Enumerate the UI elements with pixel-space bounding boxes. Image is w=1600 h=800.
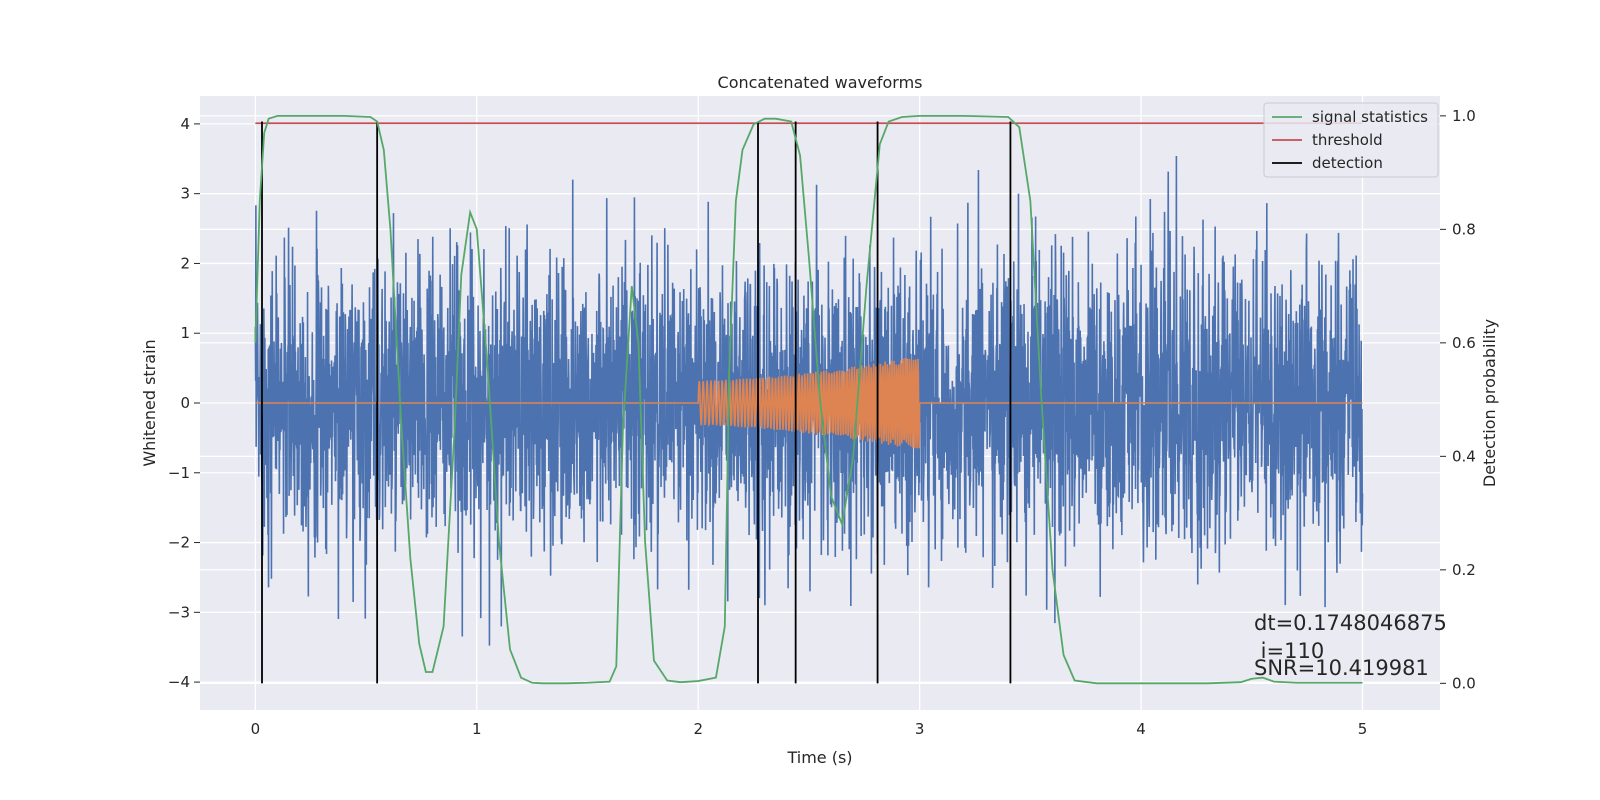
annotation-i: i=110 [1254, 639, 1324, 663]
x-tick-label-5: 5 [1358, 720, 1368, 738]
y-tick-right-label-3: 0.6 [1452, 334, 1476, 352]
y-tick-left-label-4: 0 [180, 394, 190, 412]
y-tick-left-label-5: 1 [180, 324, 190, 342]
y-axis-right: 0.0 0.2 0.4 0.6 0.8 1.0 [1440, 107, 1476, 692]
y-tick-left-label-0: −4 [168, 673, 190, 691]
y-tick-left-label-6: 2 [180, 254, 190, 272]
strain-series-line [254, 155, 1364, 646]
x-tick-label-3: 3 [915, 720, 925, 738]
y-tick-left-label-8: 4 [180, 115, 190, 133]
y-tick-left-label-3: −1 [168, 464, 190, 482]
legend-label-detection: detection [1312, 154, 1383, 172]
injection-series-line [255, 358, 1363, 449]
legend: signal statistics threshold detection [1263, 102, 1439, 178]
legend-box [1263, 102, 1439, 178]
chart-title: Concatenated waveforms [718, 73, 923, 92]
y-axis-right-label: Detection probability [1480, 319, 1499, 487]
y-axis-left: −4 −3 −2 −1 0 1 2 3 4 [168, 115, 200, 691]
y-axis-left-label: Whitened strain [140, 339, 159, 466]
x-axis-label: Time (s) [786, 748, 852, 767]
y-tick-right-label-4: 0.8 [1452, 220, 1476, 238]
x-tick-label-4: 4 [1136, 720, 1146, 738]
annotation-dt: dt=0.1748046875 [1254, 611, 1447, 635]
y-tick-right-label-2: 0.4 [1452, 447, 1476, 465]
signal-statistics-line [254, 114, 1363, 685]
y-tick-left-label-7: 3 [180, 185, 190, 203]
legend-label-threshold: threshold [1312, 131, 1383, 149]
y-tick-left-label-2: −2 [168, 534, 190, 552]
detection-lines [261, 121, 1012, 684]
plot-layer [254, 114, 1364, 685]
y-tick-right-label-0: 0.0 [1452, 674, 1476, 692]
y-tick-right-label-5: 1.0 [1452, 107, 1476, 125]
annotation-snr: SNR=10.419981 [1254, 656, 1429, 680]
legend-label-signal-statistics: signal statistics [1312, 108, 1428, 126]
y-tick-right-label-1: 0.2 [1452, 561, 1476, 579]
x-tick-label-2: 2 [693, 720, 703, 738]
y-tick-left-label-1: −3 [168, 603, 190, 621]
x-axis: 0 1 2 3 4 5 [251, 720, 1368, 738]
x-tick-label-1: 1 [472, 720, 482, 738]
x-tick-label-0: 0 [251, 720, 261, 738]
